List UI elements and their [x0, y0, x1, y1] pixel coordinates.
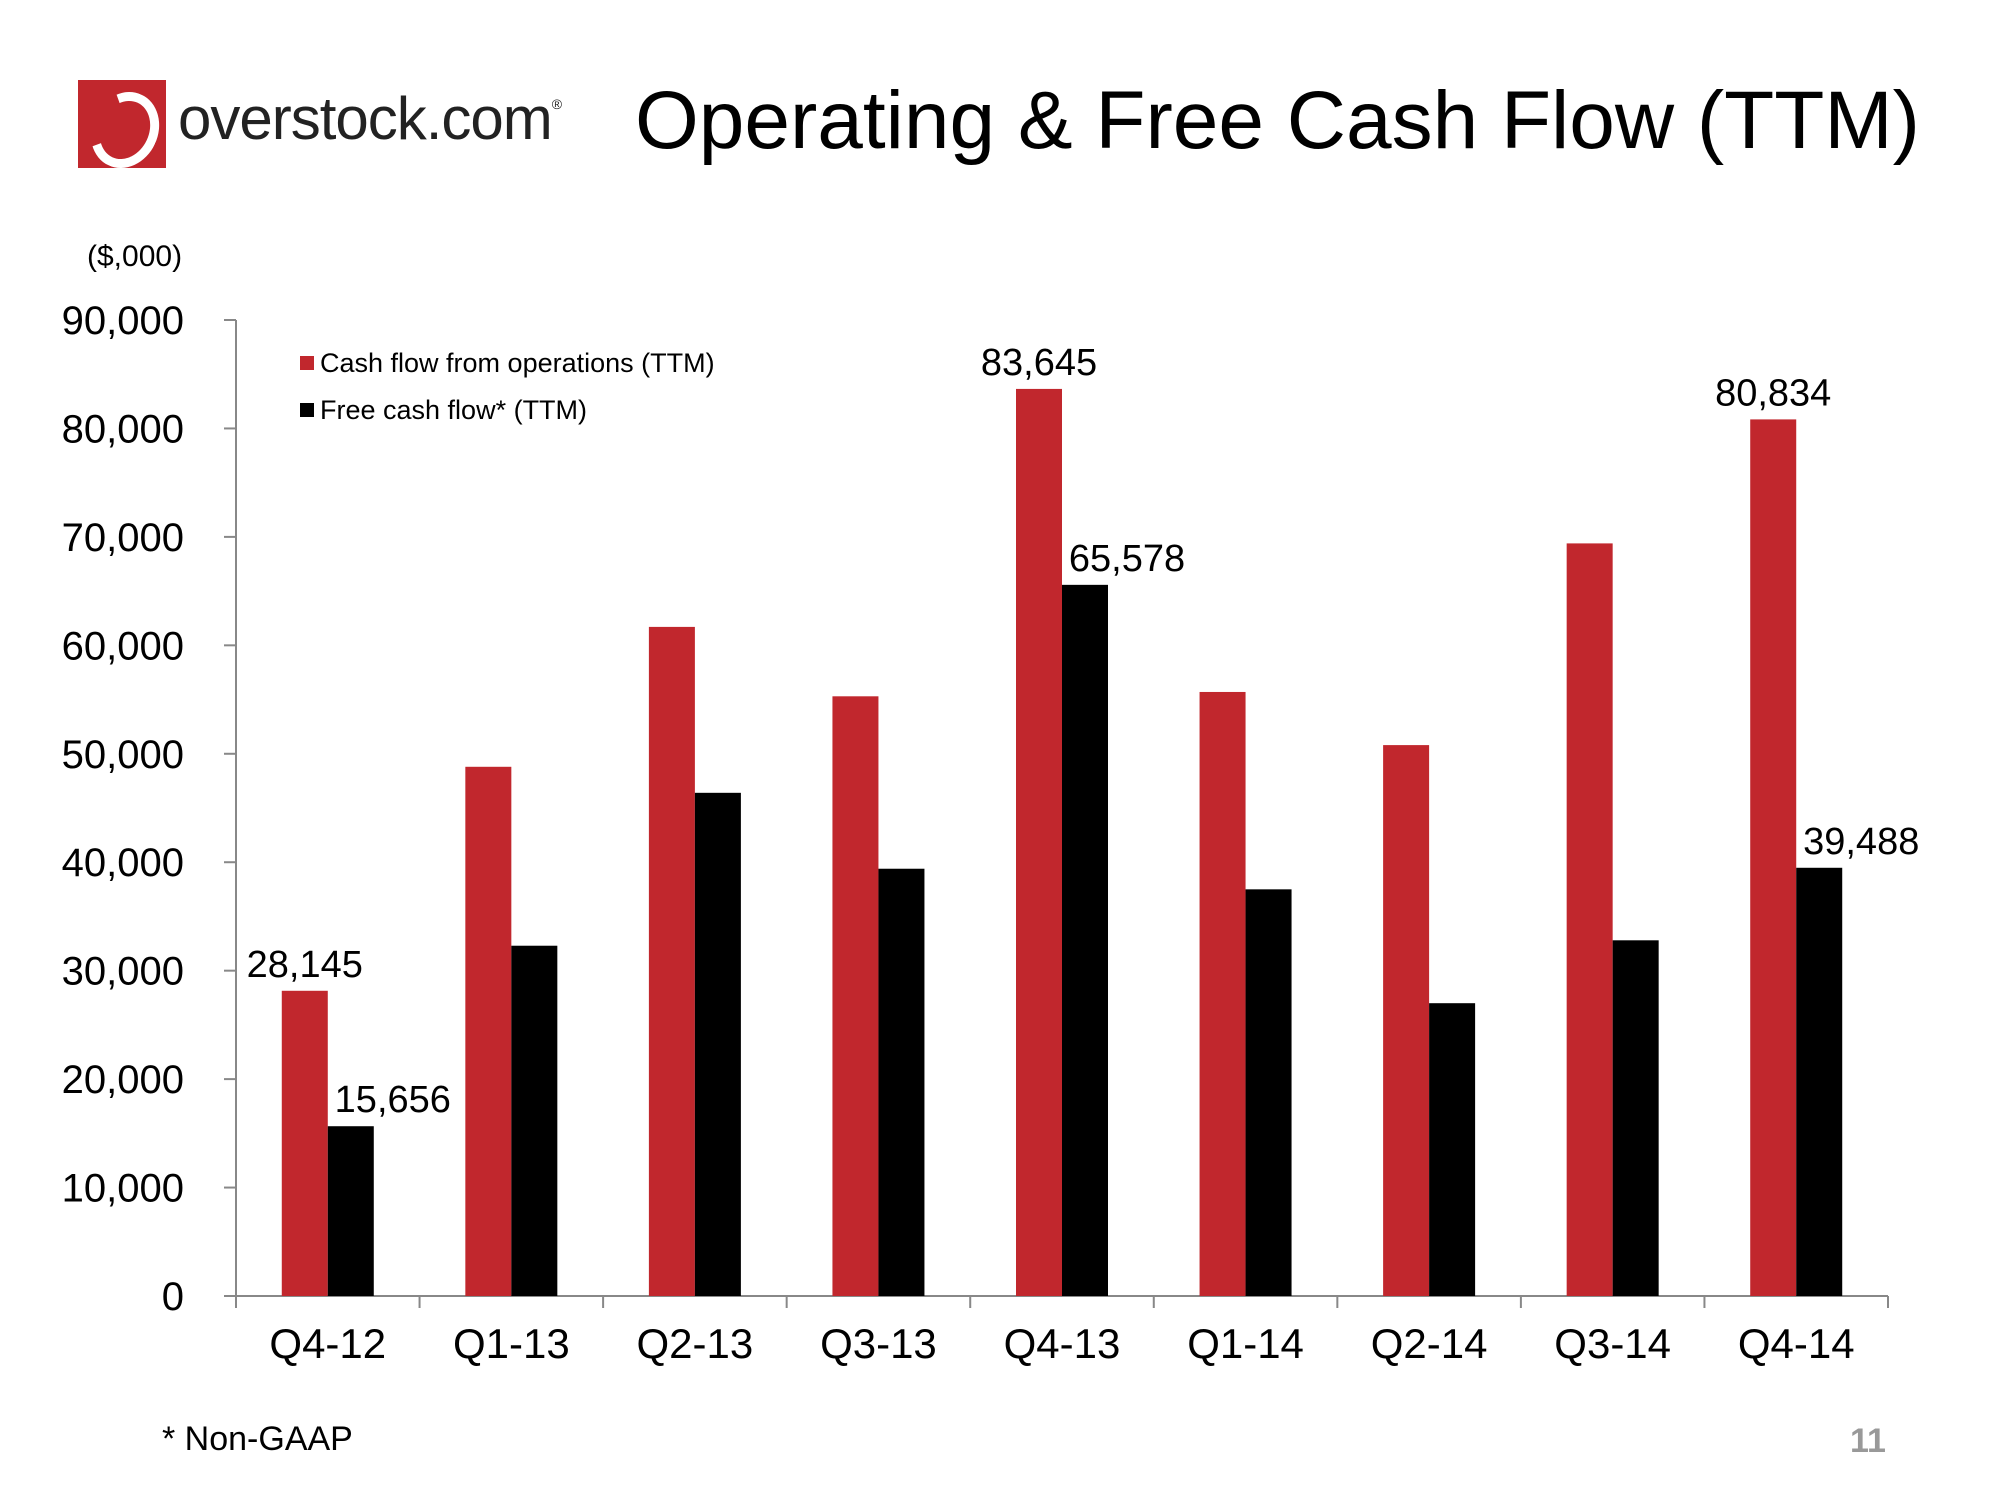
- y-tick-label: 50,000: [62, 733, 184, 777]
- bar-free-cash-flow: [1245, 889, 1292, 1296]
- bar-free-cash-flow: [327, 1126, 374, 1296]
- footnote: * Non-GAAP: [162, 1420, 353, 1458]
- registered-mark-icon: ®: [551, 96, 562, 112]
- x-tick-label: Q4-13: [1004, 1320, 1121, 1367]
- data-label: 65,578: [1069, 538, 1185, 580]
- x-tick-label: Q2-13: [637, 1320, 754, 1367]
- x-tick-label: Q2-14: [1371, 1320, 1488, 1367]
- y-tick-label: 20,000: [62, 1058, 184, 1102]
- y-tick-label: 40,000: [62, 841, 184, 885]
- page-number: 11: [1850, 1422, 1886, 1460]
- page-title: Operating & Free Cash Flow (TTM): [635, 75, 1920, 166]
- bar-free-cash-flow: [694, 792, 741, 1296]
- y-tick-label: 10,000: [62, 1167, 184, 1211]
- x-tick-label: Q4-14: [1738, 1320, 1855, 1367]
- y-unit-label: ($,000): [87, 240, 182, 273]
- bar-free-cash-flow: [1612, 940, 1659, 1296]
- bar-cash-flow-operations: [465, 766, 512, 1296]
- bar-free-cash-flow: [1796, 867, 1843, 1296]
- data-label: 80,834: [1715, 372, 1831, 414]
- x-tick-label: Q3-13: [820, 1320, 937, 1367]
- legend-swatch: [300, 356, 314, 370]
- x-tick-label: Q1-14: [1187, 1320, 1304, 1367]
- data-label: 28,145: [247, 944, 363, 986]
- x-tick-label: Q4-12: [269, 1320, 386, 1367]
- logo-wordmark: overstock.com®: [178, 84, 562, 153]
- bar-cash-flow-operations: [832, 696, 879, 1296]
- bar-cash-flow-operations: [1199, 691, 1246, 1296]
- logo-text: overstock.com: [178, 85, 553, 152]
- data-label: 15,656: [335, 1079, 451, 1121]
- bar-free-cash-flow: [1062, 584, 1108, 1296]
- legend-swatch: [300, 403, 314, 417]
- bar-free-cash-flow: [511, 945, 558, 1296]
- legend-label: Free cash flow* (TTM): [320, 395, 587, 425]
- y-tick-label: 70,000: [62, 516, 184, 560]
- legend-label: Cash flow from operations (TTM): [320, 348, 715, 378]
- bar-cash-flow-operations: [1566, 543, 1613, 1296]
- bar-cash-flow-operations: [281, 990, 328, 1296]
- logo-mark-icon: [78, 80, 172, 180]
- x-tick-label: Q1-13: [453, 1320, 570, 1367]
- bar-free-cash-flow: [878, 868, 925, 1296]
- y-tick-label: 90,000: [62, 299, 184, 343]
- data-label: 83,645: [981, 342, 1097, 384]
- bar-cash-flow-operations: [648, 626, 695, 1296]
- data-label: 39,488: [1803, 821, 1919, 863]
- bar-cash-flow-operations: [1016, 388, 1062, 1296]
- y-tick-label: 60,000: [62, 624, 184, 668]
- y-tick-label: 30,000: [62, 950, 184, 994]
- bar-cash-flow-operations: [1750, 419, 1797, 1297]
- y-tick-label: 0: [162, 1275, 184, 1319]
- y-tick-label: 80,000: [62, 407, 184, 451]
- bar-cash-flow-operations: [1383, 745, 1430, 1296]
- overstock-logo: overstock.com®: [78, 78, 598, 180]
- x-tick-label: Q3-14: [1554, 1320, 1671, 1367]
- bar-free-cash-flow: [1429, 1003, 1476, 1296]
